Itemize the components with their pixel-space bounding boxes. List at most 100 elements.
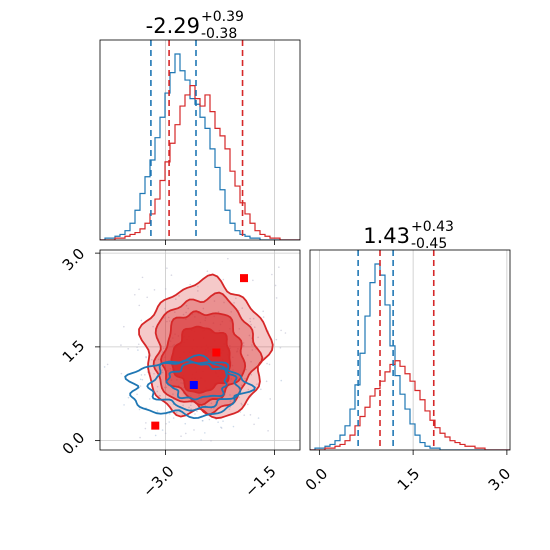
scatter-point: [156, 390, 159, 393]
scatter-point: [144, 427, 147, 430]
scatter-point: [172, 393, 174, 395]
scatter-point: [262, 316, 265, 318]
scatter-point: [242, 342, 245, 344]
scatter-point: [260, 388, 262, 391]
scatter-point: [280, 329, 282, 332]
blue-contour-level: [146, 359, 242, 412]
grid-lines: [318, 250, 508, 450]
scatter-point: [182, 404, 184, 407]
scatter-point: [152, 325, 154, 328]
scatter-point: [197, 290, 199, 292]
scatter-point: [36, 304, 38, 306]
truth-markers: [151, 274, 248, 430]
scatter-point: [157, 358, 160, 361]
scatter-point: [162, 347, 165, 350]
scatter-point: [184, 422, 187, 425]
scatter-point: [274, 284, 277, 287]
scatter-point: [154, 434, 157, 437]
scatter-point: [244, 377, 246, 380]
scatter-point: [137, 343, 140, 346]
scatter-point: [163, 386, 166, 389]
scatter-point: [233, 302, 235, 304]
scatter-point: [127, 396, 130, 399]
histogram-series: [100, 53, 300, 240]
scatter-point: [252, 279, 254, 282]
x-tick-label: 3.0: [485, 465, 515, 495]
scatter-point: [208, 418, 211, 421]
scatter-point: [227, 257, 229, 260]
scatter-point: [167, 316, 170, 319]
scatter-point: [164, 432, 167, 435]
title-median: -2.29: [146, 14, 200, 38]
scatter-point: [165, 422, 167, 425]
grid-lines: [165, 40, 275, 240]
scatter-point: [193, 522, 195, 524]
scatter-point: [200, 439, 202, 441]
scatter-point: [241, 403, 243, 406]
scatter-point: [123, 325, 125, 328]
y-tick-label: 0.0: [59, 429, 89, 459]
scatter-point: [262, 310, 264, 313]
scatter-point: [138, 408, 141, 411]
histogram-step-red: [100, 85, 300, 240]
scatter-point: [240, 402, 243, 405]
scatter-point: [204, 432, 206, 434]
truth-marker: [151, 421, 160, 430]
scatter-point: [196, 410, 198, 413]
scatter-point: [168, 421, 170, 423]
scatter-point: [164, 307, 166, 310]
scatter-point: [337, 352, 339, 354]
scatter-point: [161, 369, 163, 371]
scatter-point: [136, 393, 138, 396]
scatter-point: [194, 413, 196, 415]
title-median: 1.43: [363, 224, 410, 248]
scatter-point: [90, 371, 92, 373]
x-tick-label: 0.0: [302, 465, 332, 495]
scatter-point: [156, 385, 159, 388]
scatter-point: [249, 320, 252, 323]
scatter-point: [204, 404, 207, 407]
scatter-point: [230, 311, 232, 313]
scatter-point: [182, 313, 185, 316]
scatter-point: [127, 347, 130, 350]
scatter-point: [220, 426, 222, 429]
scatter-point: [139, 378, 142, 381]
blue-contour-level: [124, 353, 256, 420]
scatter-point: [159, 394, 161, 397]
scatter-point: [267, 240, 269, 242]
truth-marker: [212, 348, 221, 357]
scatter-point: [253, 326, 256, 329]
quantile-lines: [150, 40, 244, 240]
scatter-point: [249, 317, 251, 320]
title-minus: -0.38: [201, 26, 237, 42]
scatter-point: [190, 408, 192, 410]
scatter-point: [168, 413, 171, 415]
scatter-point: [257, 336, 259, 339]
scatter-point: [161, 429, 164, 431]
scatter-point: [151, 358, 153, 361]
scatter-point: [120, 372, 123, 375]
scatter-point: [284, 332, 287, 334]
scatter-point: [271, 273, 273, 276]
axis-ticks: [318, 450, 508, 455]
scatter-point: [257, 417, 260, 419]
x-tick-label: −1.5: [241, 462, 279, 500]
scatter-point: [222, 420, 224, 422]
histogram-step-blue: [310, 263, 510, 450]
scatter-point: [141, 378, 144, 381]
scatter-point: [178, 295, 180, 297]
y-tick-label: 1.5: [59, 337, 89, 367]
axis-ticks: [95, 252, 275, 455]
histogram-step-red: [310, 360, 510, 450]
scatter-point: [210, 439, 212, 442]
scatter-point: [174, 298, 177, 300]
scatter-point: [229, 400, 232, 402]
scatter-point: [106, 363, 109, 366]
scatter-point: [153, 289, 156, 291]
scatter-point: [251, 344, 253, 346]
scatter-point: [168, 320, 171, 322]
scatter-point: [120, 344, 122, 346]
scatter-point: [133, 293, 136, 296]
title-plus: +0.39: [201, 9, 244, 25]
